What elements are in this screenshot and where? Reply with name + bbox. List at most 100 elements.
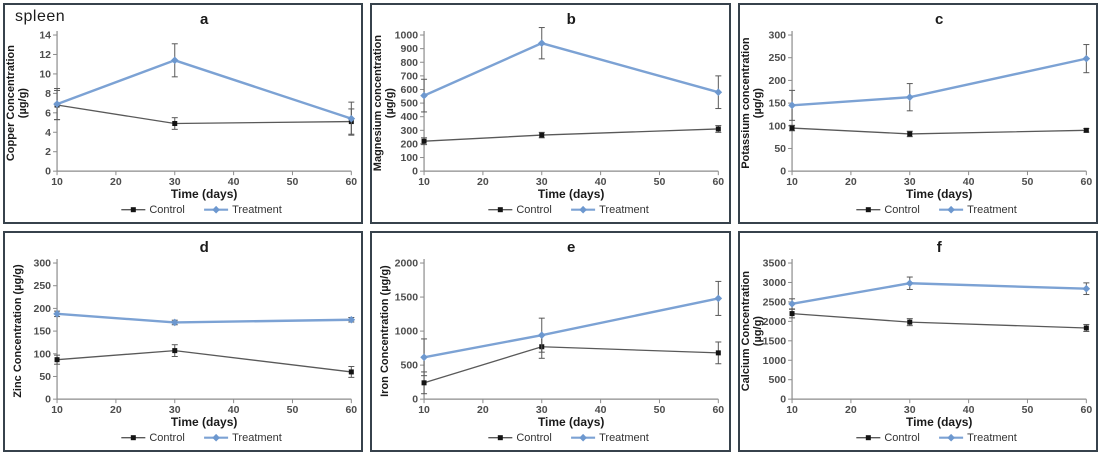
y-tick-label: 2000 (395, 258, 419, 270)
legend-treatment-marker (579, 205, 588, 214)
treatment-marker (420, 91, 429, 100)
y-axis-label: (µg/g) (384, 88, 396, 118)
legend-item-control: Control (488, 432, 552, 444)
panel-letter: a (200, 11, 209, 28)
x-tick-label: 40 (228, 176, 240, 188)
y-tick-label: 8 (45, 88, 51, 100)
y-tick-label: 300 (34, 258, 52, 270)
x-tick-label: 30 (169, 404, 181, 416)
control-marker (906, 131, 912, 137)
legend-label: Control (517, 432, 552, 444)
x-tick-label: 10 (51, 176, 63, 188)
y-tick-label: 1000 (395, 30, 419, 42)
control-series (54, 89, 355, 135)
control-line (56, 104, 352, 125)
y-axis-label: Calcium Concentration (740, 271, 752, 392)
legend-item-treatment: Treatment (571, 432, 649, 444)
legend-treatment-marker (212, 205, 220, 214)
treatment-marker (905, 93, 914, 101)
treatment-series (787, 276, 1090, 310)
y-axis-label: Zinc Concentration (µg/g) (12, 264, 24, 398)
legend-treatment-marker (212, 434, 220, 442)
control-marker (421, 138, 427, 144)
x-tick-label: 50 (287, 404, 299, 416)
control-series (788, 124, 1089, 138)
legend-label: Treatment (599, 432, 649, 444)
y-axis-label: Potassium concentration (740, 37, 752, 169)
y-tick-label: 150 (34, 326, 52, 338)
legend-item-control: Control (488, 204, 552, 216)
y-tick-label: 200 (34, 303, 52, 315)
x-tick-label: 40 (962, 176, 974, 188)
legend-control-marker (130, 207, 136, 213)
x-tick-label: 30 (536, 176, 548, 188)
iron-chart: e Iron Concentration (µg/g) 0 500 1000 1500 20… (379, 239, 725, 444)
legend-label: Control (149, 432, 184, 444)
treatment-marker (787, 300, 796, 308)
zinc-chart: d Zinc Concentration (µg/g) 0 50 100 150 200 25… (12, 239, 357, 444)
treatment-line (56, 59, 352, 120)
panel-b: b Magnesium concentration (µg/g) 0 100 200 300… (370, 3, 731, 225)
y-tick-label: 800 (401, 57, 419, 69)
x-tick-label: 40 (595, 404, 607, 416)
control-series (421, 334, 722, 395)
legend-label: Treatment (967, 204, 1017, 216)
x-tick-label: 10 (419, 176, 431, 188)
treatment-marker (420, 353, 429, 362)
y-tick-label: 150 (768, 98, 786, 110)
control-series (421, 125, 722, 146)
legend-label: Treatment (232, 432, 282, 444)
legend-treatment-marker (946, 434, 955, 442)
x-tick-label: 20 (110, 404, 122, 416)
x-tick-label: 50 (1021, 176, 1033, 188)
control-marker (348, 369, 354, 375)
treatment-marker (714, 294, 723, 303)
treatment-line (424, 297, 719, 359)
x-tick-label: 20 (110, 176, 122, 188)
treatment-marker (347, 114, 356, 123)
y-tick-label: 0 (780, 394, 786, 406)
y-tick-label: 6 (45, 107, 51, 119)
y-tick-label: 1000 (762, 355, 786, 367)
y-tick-label: 700 (401, 70, 419, 82)
panel-e: e Iron Concentration (µg/g) 0 500 1000 1500 20… (370, 231, 731, 453)
x-tick-label: 50 (287, 176, 299, 188)
x-tick-label: 30 (169, 176, 181, 188)
x-tick-label: 50 (654, 404, 666, 416)
x-tick-label: 60 (1080, 176, 1092, 188)
control-line (424, 128, 719, 142)
control-marker (716, 126, 722, 132)
y-tick-label: 4 (45, 127, 51, 139)
magnesium-chart: b Magnesium concentration (µg/g) 0 100 200300… (372, 11, 724, 216)
y-tick-label: 0 (780, 166, 786, 178)
legend-treatment-marker (579, 434, 588, 442)
legend-label: Control (517, 204, 552, 216)
y-tick-label: 1500 (762, 336, 786, 348)
x-tick-label: 20 (845, 176, 857, 188)
y-tick-label: 2000 (762, 316, 786, 328)
x-tick-label: 60 (345, 176, 357, 188)
treatment-series (420, 281, 723, 377)
y-tick-label: 400 (401, 111, 419, 123)
control-marker (906, 319, 912, 325)
panel-letter: b (567, 11, 576, 28)
control-marker (539, 132, 545, 138)
y-tick-label: 1000 (395, 326, 419, 338)
control-marker (789, 311, 795, 317)
legend-label: Control (884, 204, 919, 216)
control-marker (172, 348, 178, 354)
legend-control-marker (865, 207, 871, 213)
legend-item-control: Control (855, 204, 919, 216)
x-axis-title: Time (days) (906, 415, 972, 429)
calcium-chart: f Calcium Concentration (µg/g) 0 500 1000 1500… (740, 239, 1092, 444)
x-tick-label: 40 (962, 404, 974, 416)
y-tick-label: 50 (774, 143, 786, 155)
control-marker (1083, 127, 1089, 133)
treatment-marker (905, 279, 914, 288)
control-marker (1083, 325, 1089, 331)
control-marker (789, 125, 795, 131)
panel-letter: d (200, 239, 209, 256)
y-tick-label: 14 (39, 30, 51, 42)
x-tick-label: 60 (1080, 404, 1092, 416)
x-tick-label: 60 (713, 404, 725, 416)
